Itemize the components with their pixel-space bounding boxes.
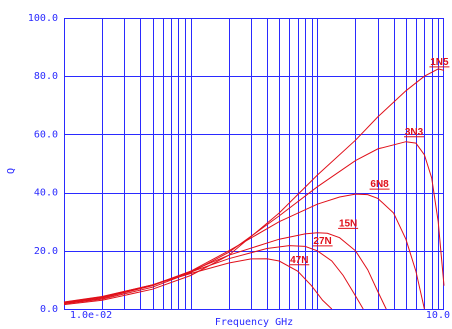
series-label-27n: 27N <box>313 236 331 247</box>
series-curves <box>63 68 445 310</box>
tick-labels: 0.0 20.0 40.0 60.0 80.0 100.0 1.0e-02 10.0 <box>28 13 450 321</box>
x-axis-label: Frequency GHz <box>215 317 293 328</box>
series-line-3n3 <box>63 141 445 305</box>
y-tick-label: 20.0 <box>34 246 58 257</box>
series-label-15n: 15N <box>339 218 357 229</box>
x-grid <box>64 18 444 309</box>
x-tick-label: 1.0e-02 <box>70 310 112 321</box>
series-label-3n3: 3N3 <box>405 127 424 138</box>
x-tick-label: 10.0 <box>426 310 450 321</box>
series-label-6n8: 6N8 <box>370 179 389 190</box>
series-line-1n5 <box>63 68 445 306</box>
y-tick-label: 40.0 <box>34 188 58 199</box>
y-grid <box>64 18 444 310</box>
y-tick-label: 0.0 <box>40 304 58 315</box>
y-tick-label: 100.0 <box>28 13 58 24</box>
y-axis-label: Q <box>6 168 17 174</box>
series-line-27n <box>63 245 364 310</box>
series-label-1n5: 1N5 <box>430 57 449 68</box>
y-tick-label: 60.0 <box>34 129 58 140</box>
y-tick-label: 80.0 <box>34 71 58 82</box>
series-label-47n: 47N <box>290 255 308 266</box>
series-line-47n <box>63 258 333 310</box>
series-labels: 1N5 3N3 6N8 15N 27N 47N <box>289 57 450 266</box>
